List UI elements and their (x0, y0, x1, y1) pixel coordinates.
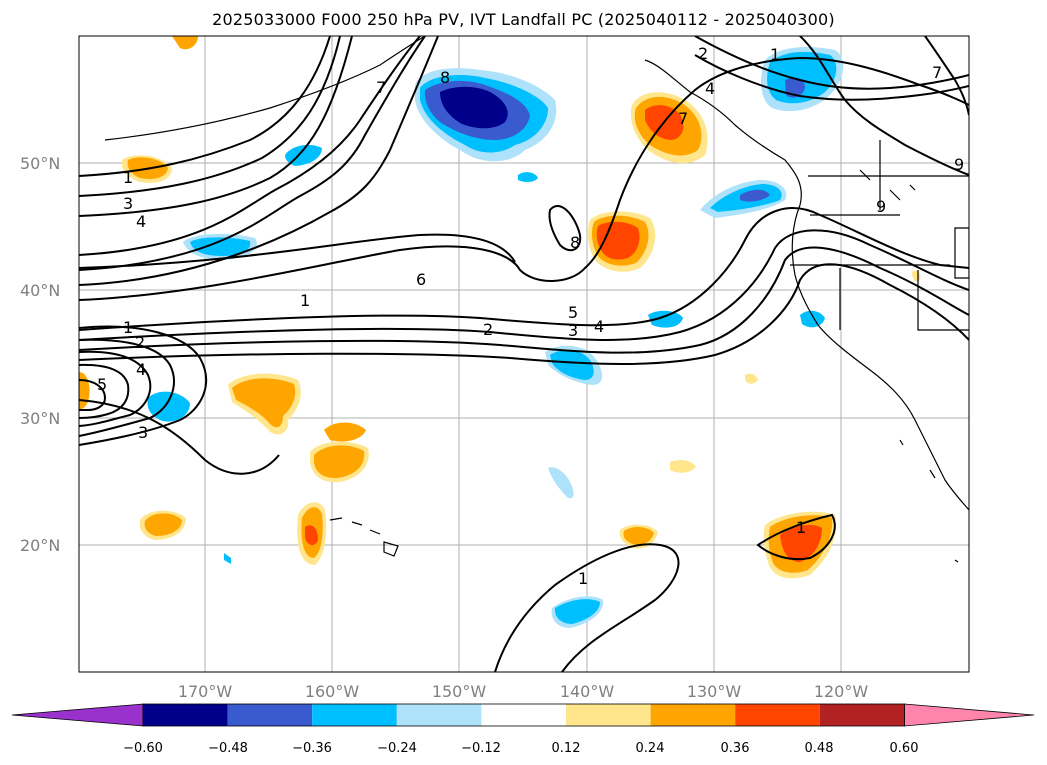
latitude-tick-labels: 50°N 40°N 30°N 20°N (20, 154, 60, 555)
contour-label: 1 (796, 518, 806, 537)
colorbar-cell (819, 704, 905, 726)
pv-contours (79, 36, 969, 672)
pv-negative-anomalies (147, 47, 844, 628)
contour-label: 9 (954, 155, 964, 174)
contour-label: 5 (568, 303, 578, 322)
contour-label: 1 (770, 45, 780, 64)
colorbar-cell (396, 704, 482, 726)
contour-labels: 1 3 4 1 6 2 5 3 4 1 2 4 5 3 8 7 8 2 1 4 … (97, 44, 964, 588)
contour-label: 4 (594, 317, 604, 336)
contour-label: 1 (578, 569, 588, 588)
lon-tick-label: 130°W (687, 682, 742, 701)
contour-label: 7 (376, 78, 386, 97)
colorbar-tick-label: 0.12 (552, 741, 581, 756)
contour-label: 2 (483, 320, 493, 339)
map-title: 2025033000 F000 250 hPa PV, IVT Landfall… (212, 10, 835, 29)
colorbar-tick-label: −0.60 (123, 741, 163, 756)
longitude-tick-labels: 170°W 160°W 150°W 140°W 130°W 120°W (178, 682, 869, 701)
lat-tick-label: 30°N (20, 409, 60, 428)
contour-label: 9 (876, 197, 886, 216)
lat-tick-label: 40°N (20, 281, 60, 300)
colorbar-cell (143, 704, 228, 726)
colorbar-extend-low (11, 703, 144, 727)
colorbar-tick-labels: −0.60 −0.48 −0.36 −0.24 −0.12 0.12 0.24 … (123, 741, 918, 756)
contour-label: 3 (568, 321, 578, 340)
colorbar-tick-label: −0.48 (208, 741, 248, 756)
lon-tick-label: 120°W (814, 682, 869, 701)
contour-label: 1 (300, 291, 310, 310)
lon-tick-label: 140°W (560, 682, 615, 701)
colorbar-cell (650, 704, 736, 726)
colorbar: −0.60 −0.48 −0.36 −0.24 −0.12 0.12 0.24 … (11, 703, 1035, 756)
lat-tick-label: 50°N (20, 154, 60, 173)
colorbar-cell (566, 704, 651, 726)
colorbar-cell (735, 704, 820, 726)
contour-label: 3 (138, 423, 148, 442)
contour-label: 4 (136, 212, 146, 231)
lon-tick-label: 170°W (178, 682, 233, 701)
colorbar-cells (11, 703, 1035, 727)
colorbar-cell (481, 704, 566, 726)
colorbar-tick-label: 0.36 (721, 741, 750, 756)
colorbar-cell (227, 704, 313, 726)
colorbar-tick-label: −0.12 (461, 741, 501, 756)
lat-tick-label: 20°N (20, 536, 60, 555)
contour-label: 3 (123, 194, 133, 213)
contour-label: 8 (570, 233, 580, 252)
contour-label: 6 (416, 270, 426, 289)
colorbar-tick-label: 0.48 (805, 741, 834, 756)
colorbar-extend-high (904, 703, 1035, 727)
contour-label: 1 (123, 318, 133, 337)
contour-label: 2 (698, 44, 708, 63)
lon-tick-label: 160°W (305, 682, 360, 701)
contour-label: 7 (932, 63, 942, 82)
colorbar-tick-label: −0.24 (377, 741, 417, 756)
colorbar-outline (142, 703, 905, 727)
coastlines (104, 36, 969, 563)
colorbar-cell (312, 704, 397, 726)
contour-label: 2 (135, 333, 145, 352)
colorbar-tick-label: −0.36 (292, 741, 332, 756)
contour-label: 8 (440, 68, 450, 87)
contour-label: 1 (123, 168, 133, 187)
contour-label: 5 (97, 375, 107, 394)
contour-label: 4 (705, 79, 715, 98)
colorbar-tick-label: 0.24 (636, 741, 665, 756)
contour-label: 4 (136, 360, 146, 379)
lon-tick-label: 150°W (432, 682, 487, 701)
contour-label: 7 (678, 109, 688, 128)
map-frame (78, 35, 970, 673)
colorbar-tick-label: 0.60 (890, 741, 919, 756)
